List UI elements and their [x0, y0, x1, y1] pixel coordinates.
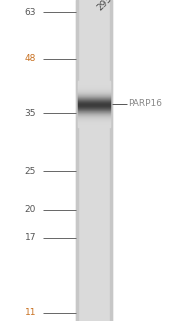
Text: 25: 25	[25, 167, 36, 176]
Text: PARP16: PARP16	[129, 99, 163, 108]
Text: 48: 48	[25, 55, 36, 64]
Text: 63: 63	[25, 8, 36, 17]
Text: 20: 20	[25, 205, 36, 214]
Text: 35: 35	[25, 109, 36, 118]
Text: 17: 17	[25, 233, 36, 242]
Text: 11: 11	[25, 308, 36, 317]
Text: 293T: 293T	[95, 0, 117, 13]
